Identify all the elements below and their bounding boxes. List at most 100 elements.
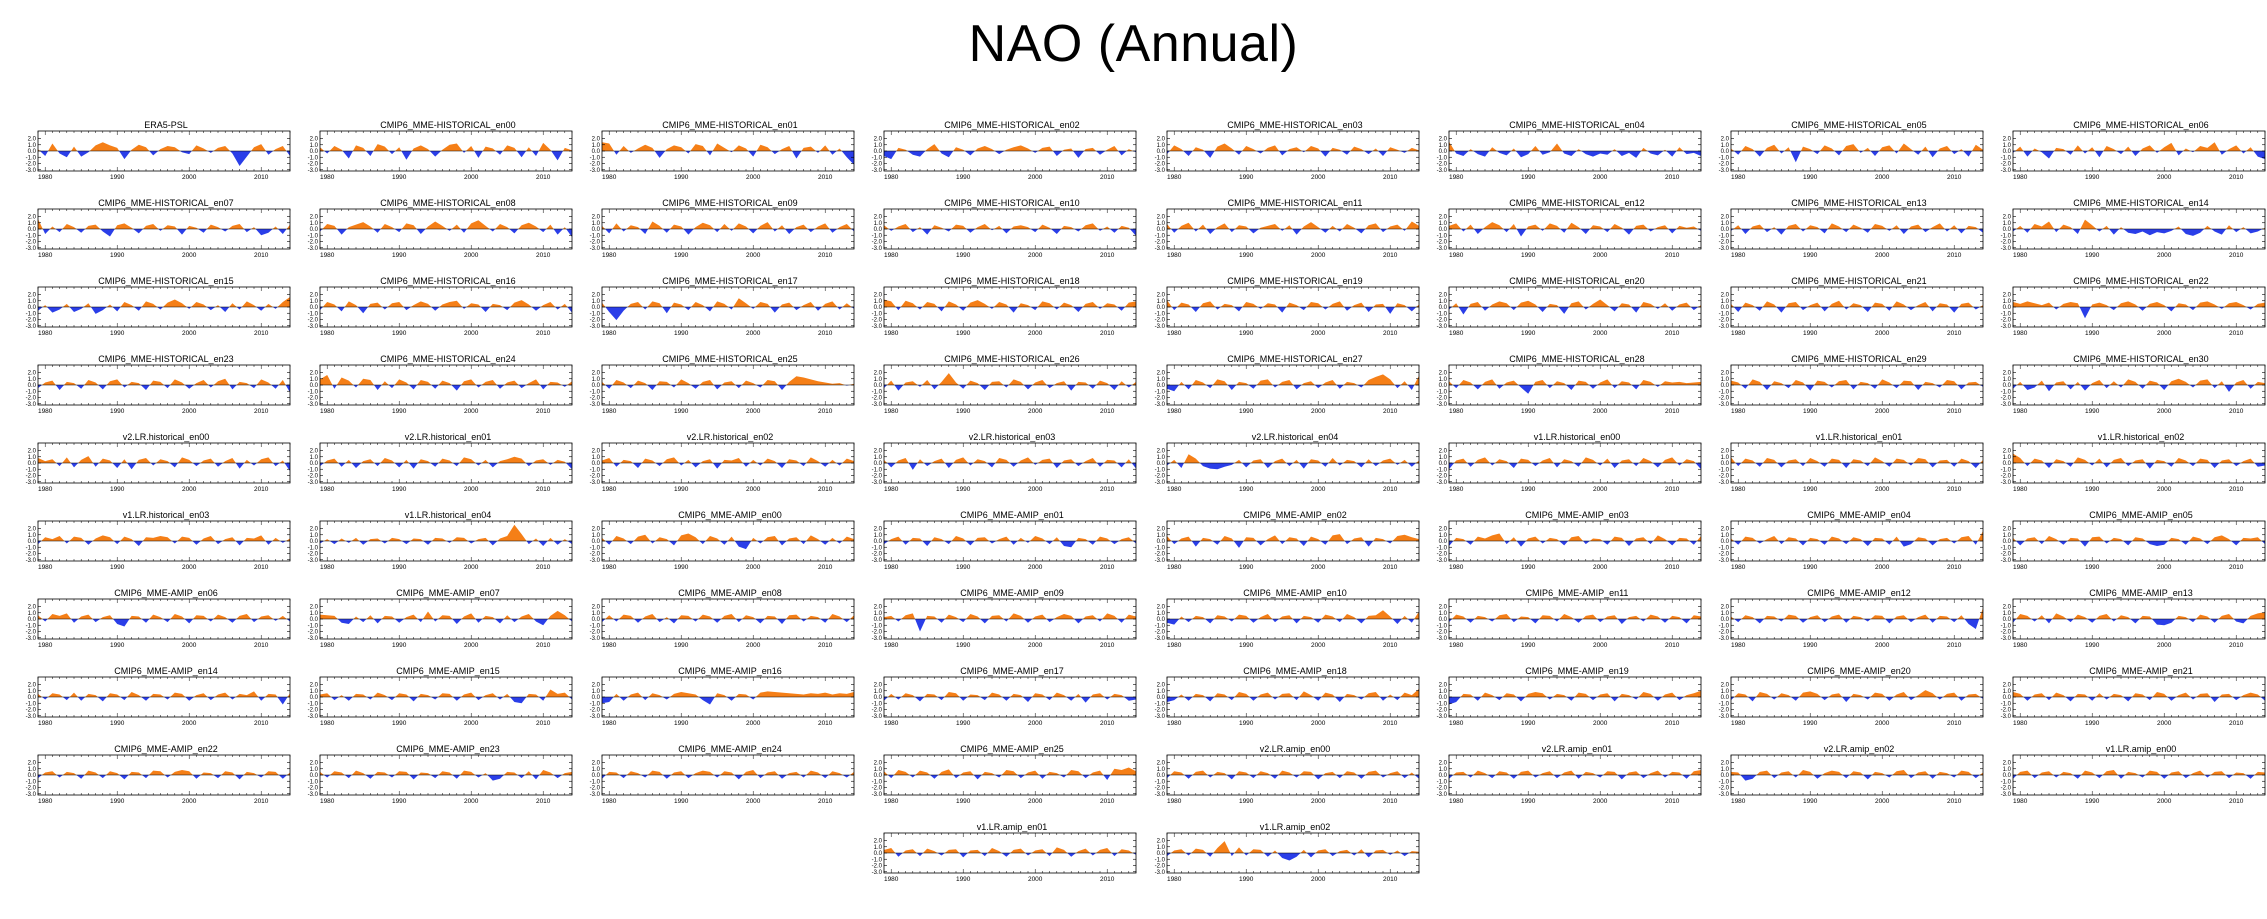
panel-title: v2.LR.historical_en02 — [686, 432, 774, 442]
panel-title: CMIP6_MME-HISTORICAL_en18 — [944, 276, 1080, 286]
x-tick-label: 1980 — [1449, 252, 1464, 259]
x-tick-label: 2010 — [1665, 408, 1680, 415]
x-tick-label: 2010 — [1100, 174, 1115, 181]
negative-area — [1167, 229, 1419, 235]
y-tick-label: 0.0 — [1721, 227, 1730, 233]
positive-area — [320, 456, 572, 463]
positive-area — [38, 297, 290, 307]
panel-title: v1.LR.historical_en02 — [2097, 432, 2185, 442]
y-tick-label: -2.0 — [2001, 474, 2012, 480]
y-tick-label: 1.0 — [1157, 455, 1166, 461]
x-tick-label: 1990 — [1803, 330, 1818, 337]
panel: CMIP6_MME-HISTORICAL_en06 2.0 1.0 0.0 -1.0 -2… — [1985, 120, 2267, 198]
y-tick-label: 0.0 — [592, 461, 601, 467]
positive-area — [1449, 457, 1701, 463]
negative-area — [602, 385, 854, 390]
panel-title: v1.LR.historical_en03 — [122, 510, 210, 520]
positive-area — [1731, 457, 1983, 463]
y-tick-label: 2.0 — [874, 137, 883, 143]
y-tick-label: -1.0 — [2001, 233, 2012, 239]
x-tick-label: 2010 — [1383, 174, 1398, 181]
y-tick-label: -2.0 — [1719, 396, 1730, 402]
x-tick-label: 2000 — [2157, 174, 2172, 181]
panel: CMIP6_MME-HISTORICAL_en24 2.0 1.0 0.0 -1.0 -2… — [292, 354, 574, 432]
x-tick-label: 1990 — [2085, 564, 2100, 571]
y-tick-label: -1.0 — [872, 467, 883, 473]
y-tick-label: -2.0 — [1719, 474, 1730, 480]
positive-area — [884, 536, 1136, 541]
positive-area — [320, 142, 572, 151]
y-tick-label: 2.0 — [1721, 293, 1730, 299]
y-tick-label: 1.0 — [2003, 143, 2012, 149]
negative-area — [1167, 307, 1419, 314]
panel: CMIP6_MME-AMIP_en04 2.0 1.0 0.0 -1.0 -2.0 -3.0… — [1703, 510, 1985, 588]
negative-area — [1449, 307, 1701, 315]
panel-title: v2.LR.historical_en01 — [404, 432, 492, 442]
y-tick-label: -3.0 — [2001, 402, 2012, 408]
x-tick-label: 2000 — [1593, 330, 1608, 337]
y-tick-label: -3.0 — [872, 402, 883, 408]
x-tick-label: 2010 — [1665, 252, 1680, 259]
y-tick-label: -1.0 — [26, 467, 37, 473]
panel-title: CMIP6_MME-HISTORICAL_en00 — [380, 120, 516, 130]
x-tick-label: 2010 — [818, 174, 833, 181]
y-tick-label: -2.0 — [590, 552, 601, 558]
negative-area — [1731, 463, 1983, 468]
panel: v1.LR.historical_en01 2.0 1.0 0.0 -1.0 -2.0 -3… — [1703, 432, 1985, 510]
panel-title: CMIP6_MME-HISTORICAL_en02 — [944, 120, 1080, 130]
x-tick-label: 1980 — [1731, 330, 1746, 337]
x-tick-label: 2000 — [1875, 174, 1890, 181]
y-tick-label: -1.0 — [1719, 467, 1730, 473]
y-tick-label: -2.0 — [2001, 396, 2012, 402]
panel: CMIP6_MME-HISTORICAL_en17 2.0 1.0 0.0 -1.0 -2… — [574, 276, 856, 354]
y-tick-label: 1.0 — [1157, 299, 1166, 305]
positive-area — [602, 298, 854, 307]
x-tick-label: 2010 — [1665, 174, 1680, 181]
positive-area — [2013, 301, 2265, 307]
positive-area — [1167, 300, 1419, 307]
x-tick-label: 1990 — [1239, 330, 1254, 337]
x-tick-label: 2000 — [1028, 408, 1043, 415]
y-tick-label: 0.0 — [310, 149, 319, 155]
x-tick-label: 1990 — [110, 486, 125, 493]
x-tick-label: 2000 — [746, 564, 761, 571]
positive-area — [38, 535, 290, 541]
x-tick-label: 2010 — [1947, 252, 1962, 259]
y-tick-label: -1.0 — [2001, 467, 2012, 473]
panel-title: CMIP6_MME-HISTORICAL_en17 — [662, 276, 798, 286]
x-tick-label: 1990 — [392, 330, 407, 337]
y-tick-label: -3.0 — [308, 168, 319, 174]
x-tick-label: 2010 — [1383, 330, 1398, 337]
x-tick-label: 2010 — [2229, 564, 2244, 571]
x-tick-label: 2000 — [182, 642, 197, 649]
y-tick-label: -2.0 — [1719, 318, 1730, 324]
y-tick-label: -1.0 — [308, 389, 319, 395]
panel-title: CMIP6_MME-HISTORICAL_en16 — [380, 276, 516, 286]
positive-area — [2013, 453, 2265, 463]
y-tick-label: 2.0 — [1721, 449, 1730, 455]
x-tick-label: 2010 — [254, 408, 269, 415]
x-tick-label: 1990 — [674, 408, 689, 415]
x-tick-label: 2010 — [1665, 486, 1680, 493]
negative-area — [320, 229, 572, 238]
positive-area — [38, 456, 290, 463]
panel: CMIP6_MME-HISTORICAL_en12 2.0 1.0 0.0 -1.0 -2… — [1421, 198, 1703, 276]
y-tick-label: -2.0 — [2001, 162, 2012, 168]
panel: v2.LR.historical_en01 2.0 1.0 0.0 -1.0 -2.0 -3… — [292, 432, 574, 510]
panel-title: CMIP6_MME-HISTORICAL_en20 — [1509, 276, 1645, 286]
positive-area — [1731, 300, 1983, 307]
x-tick-label: 1990 — [110, 330, 125, 337]
x-tick-label: 1980 — [38, 486, 53, 493]
x-tick-label: 2010 — [818, 408, 833, 415]
panel: CMIP6_MME-HISTORICAL_en05 2.0 1.0 0.0 -1.0 -2… — [1703, 120, 1985, 198]
y-tick-label: 0.0 — [310, 227, 319, 233]
x-tick-label: 2010 — [1100, 564, 1115, 571]
y-tick-label: 1.0 — [310, 377, 319, 383]
negative-area — [320, 307, 572, 314]
y-tick-label: -2.0 — [590, 474, 601, 480]
y-tick-label: 2.0 — [2003, 527, 2012, 533]
